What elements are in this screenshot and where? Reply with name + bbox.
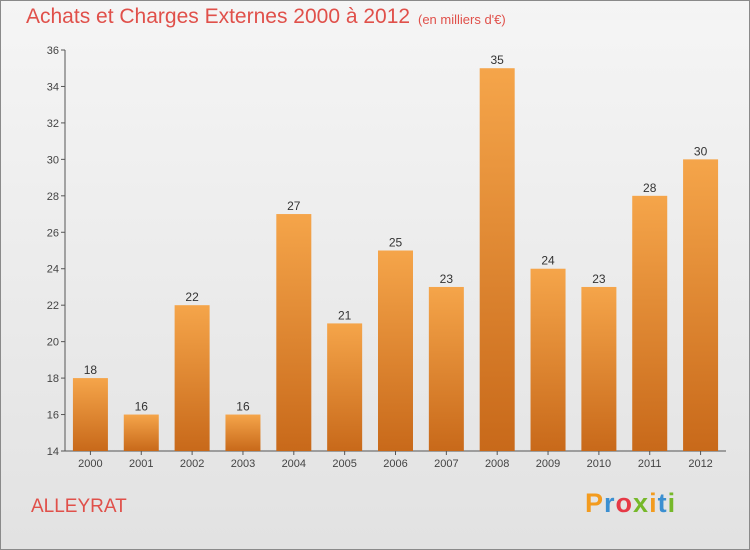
y-tick-label: 16 bbox=[47, 410, 59, 422]
y-tick-label: 26 bbox=[47, 227, 59, 239]
x-tick-label-2006: 2006 bbox=[383, 458, 407, 470]
y-tick-label: 18 bbox=[47, 373, 59, 385]
value-label-2001: 16 bbox=[135, 400, 149, 414]
logo-letter: P bbox=[585, 488, 605, 518]
logo-letter: t bbox=[657, 488, 668, 518]
x-tick-label-2007: 2007 bbox=[434, 458, 458, 470]
bar-2007 bbox=[428, 286, 464, 451]
x-tick-label-2009: 2009 bbox=[536, 458, 560, 470]
y-tick-label: 34 bbox=[47, 81, 59, 93]
bar-2006 bbox=[378, 250, 413, 451]
bar-2010 bbox=[581, 286, 617, 451]
y-tick-label: 14 bbox=[47, 446, 59, 458]
value-label-2003: 16 bbox=[236, 400, 250, 414]
chart-bars bbox=[72, 68, 719, 452]
x-tick-label-2011: 2011 bbox=[638, 458, 662, 470]
chart-labels: 18 2000 16 2001 22 2002 16 2003 27 2004 21 2005 25 20… bbox=[78, 53, 713, 470]
x-tick-label-2008: 2008 bbox=[485, 458, 509, 470]
logo-letter: i bbox=[667, 488, 677, 518]
proxiti-logo[interactable]: Proxiti bbox=[585, 488, 676, 519]
bar-2001 bbox=[123, 414, 159, 451]
bar-2003 bbox=[225, 414, 261, 451]
value-label-2007: 23 bbox=[440, 272, 454, 286]
x-tick-label-2005: 2005 bbox=[332, 458, 356, 470]
logo-letter: i bbox=[649, 488, 658, 518]
commune-name: ALLEYRAT bbox=[31, 496, 127, 517]
x-tick-label-2000: 2000 bbox=[78, 458, 102, 470]
y-tick-label: 32 bbox=[47, 118, 59, 130]
value-label-2000: 18 bbox=[84, 363, 98, 377]
bar-2004 bbox=[276, 214, 312, 451]
x-tick-label-2012: 2012 bbox=[688, 458, 712, 470]
bar-2011 bbox=[632, 195, 668, 451]
value-label-2004: 27 bbox=[287, 199, 301, 213]
chart-subtitle: (en milliers d'€) bbox=[418, 12, 506, 27]
bar-2008 bbox=[479, 68, 515, 452]
logo-letter: r bbox=[604, 488, 616, 518]
value-label-2010: 23 bbox=[592, 272, 606, 286]
value-label-2002: 22 bbox=[185, 290, 199, 304]
bar-2012 bbox=[683, 159, 719, 451]
bar-2000 bbox=[72, 378, 108, 451]
logo-letter: x bbox=[633, 488, 650, 518]
value-label-2009: 24 bbox=[541, 254, 555, 268]
y-tick-label: 20 bbox=[47, 337, 59, 349]
x-tick-label-2001: 2001 bbox=[129, 458, 153, 470]
x-tick-label-2002: 2002 bbox=[180, 458, 204, 470]
value-label-2012: 30 bbox=[694, 144, 708, 158]
value-label-2011: 28 bbox=[643, 181, 657, 195]
bar-2009 bbox=[530, 268, 566, 451]
x-tick-label-2003: 2003 bbox=[231, 458, 255, 470]
y-tick-label: 28 bbox=[47, 191, 59, 203]
y-tick-label: 24 bbox=[47, 264, 59, 276]
value-label-2005: 21 bbox=[338, 308, 352, 322]
x-tick-label-2010: 2010 bbox=[587, 458, 611, 470]
y-tick-label: 30 bbox=[47, 154, 59, 166]
bar-2005 bbox=[327, 323, 363, 451]
y-tick-label: 36 bbox=[47, 45, 59, 57]
chart-title: Achats et Charges Externes 2000 à 2012 bbox=[26, 5, 411, 28]
x-tick-label-2004: 2004 bbox=[282, 458, 306, 470]
value-label-2006: 25 bbox=[389, 236, 403, 250]
y-tick-label: 22 bbox=[47, 300, 59, 312]
logo-letter: o bbox=[615, 488, 634, 518]
value-label-2008: 35 bbox=[491, 53, 505, 67]
bar-2002 bbox=[174, 305, 210, 451]
